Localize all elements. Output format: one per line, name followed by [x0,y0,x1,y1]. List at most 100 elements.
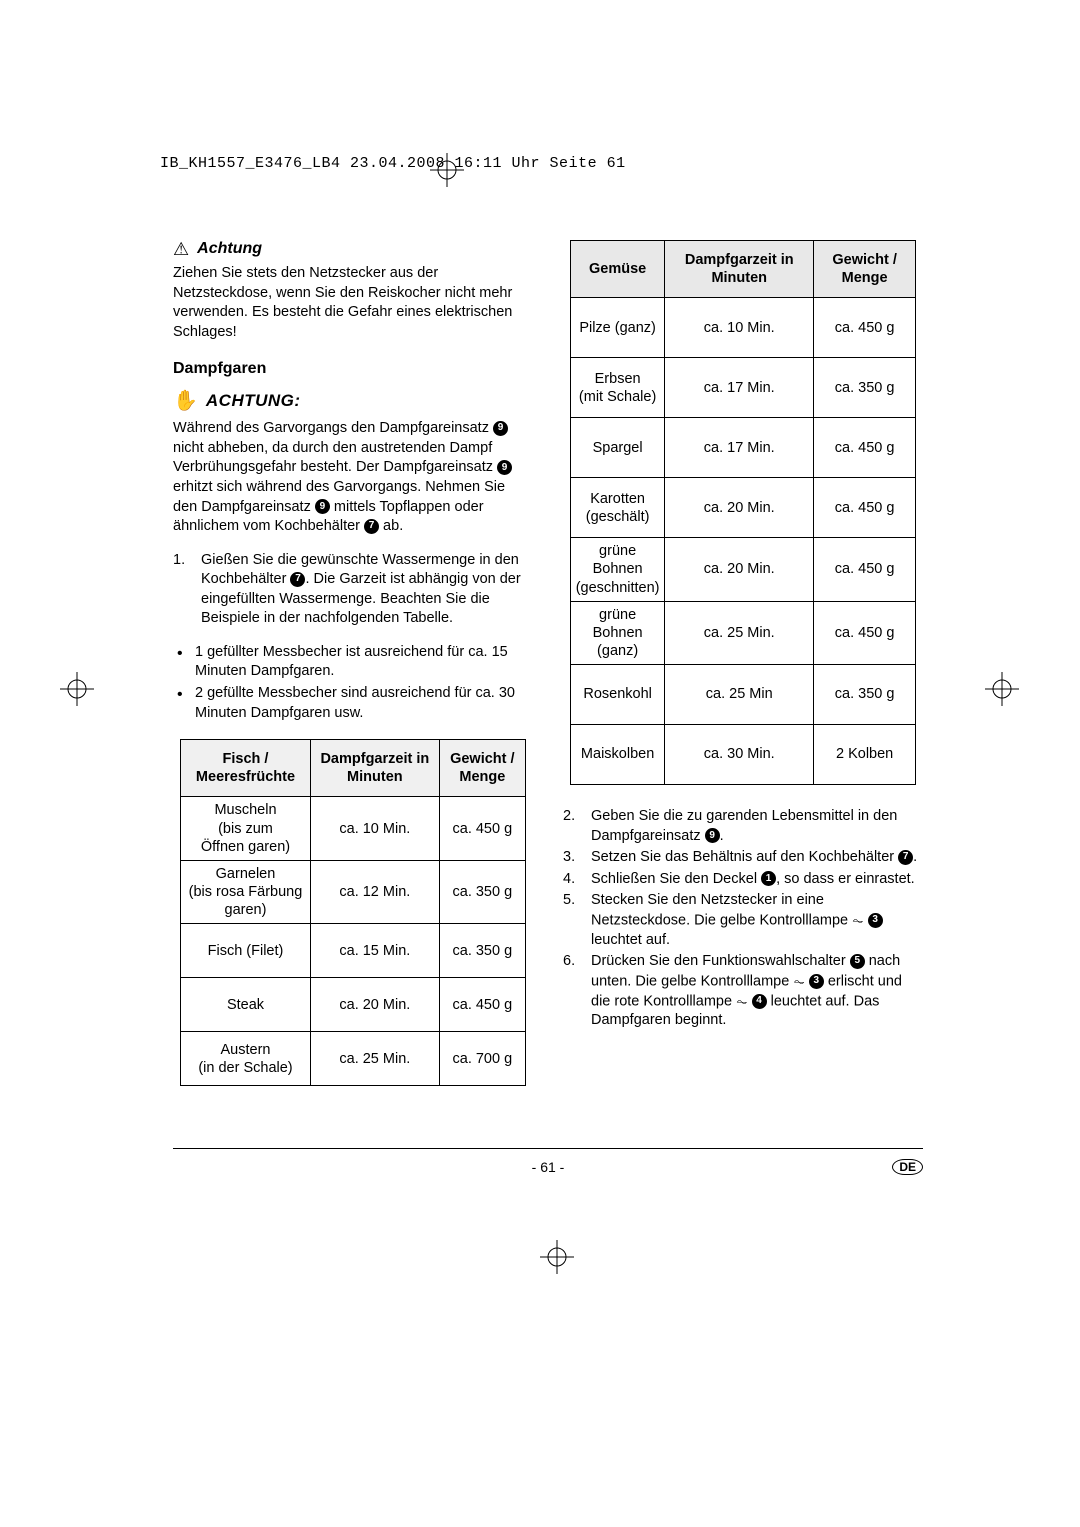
table-cell: ca. 20 Min. [665,478,814,538]
ref-9-icon: 9 [493,421,508,436]
table-cell: ca. 25 Min [665,665,814,725]
table-cell: ca. 17 Min. [665,418,814,478]
ref-9-icon: 9 [315,499,330,514]
step-3: 3. Setzen Sie das Behältnis auf den Koch… [563,848,923,868]
text: leuchtet auf. [591,932,670,948]
step-list-2: 2. Geben Sie die zu garenden Lebensmitte… [563,807,923,1031]
registration-mark-top [430,153,464,187]
warning-heading: ⚠ Achtung [173,240,533,258]
section-title: Dampfgaren [173,360,533,378]
bullet-list: 1 gefüllter Messbecher ist ausreichend f… [173,643,533,723]
ref-4-icon: 4 [752,994,767,1009]
table-cell: ca. 450 g [814,478,915,538]
ref-5-icon: 5 [850,954,865,969]
table-cell: ca. 30 Min. [665,725,814,785]
table-cell: ca. 450 g [439,978,525,1032]
step-num: 6. [563,952,575,972]
warning-body: Ziehen Sie stets den Netzstecker aus der… [173,264,533,342]
table-cell: ca. 20 Min. [310,978,439,1032]
registration-mark-right [985,672,1019,706]
table-cell: Rosenkohl [571,665,665,725]
step-num: 2. [563,807,575,827]
table-row: Steakca. 20 Min.ca. 450 g [181,978,526,1032]
table-cell: ca. 350 g [814,358,915,418]
table-row: Austern(in der Schale)ca. 25 Min.ca. 700… [181,1032,526,1086]
table-cell: Austern(in der Schale) [181,1032,311,1086]
step-num: 1. [173,551,185,571]
lamp-icon: ⏦ [852,912,863,928]
table-cell: 2 Kolben [814,725,915,785]
ref-7-icon: 7 [364,519,379,534]
table-row: Rosenkohlca. 25 Minca. 350 g [571,665,916,725]
table-cell: ca. 25 Min. [665,601,814,664]
table-row: Karotten(geschält)ca. 20 Min.ca. 450 g [571,478,916,538]
col-header: Gewicht / Menge [439,740,525,797]
table-cell: ca. 450 g [814,298,915,358]
text: Während des Garvorgangs den Dampfgareins… [173,420,493,436]
table-cell: ca. 450 g [814,418,915,478]
table-cell: ca. 10 Min. [310,797,439,860]
warning-triangle-icon: ⚠ [173,240,189,258]
table-cell: ca. 10 Min. [665,298,814,358]
table-row: Pilze (ganz)ca. 10 Min.ca. 450 g [571,298,916,358]
text: Stecken Sie den Netzstecker in eine Netz… [591,892,852,928]
warning-title: Achtung [197,240,262,258]
page-number: - 61 - [532,1159,565,1175]
step-2: 2. Geben Sie die zu garenden Lebensmitte… [563,807,923,846]
language-badge: DE [892,1159,923,1175]
lamp-icon: ⏦ [736,993,747,1009]
table-cell: Spargel [571,418,665,478]
table-cell: ca. 700 g [439,1032,525,1086]
table-row: Fisch (Filet)ca. 15 Min.ca. 350 g [181,924,526,978]
text: Schließen Sie den Deckel [591,871,761,887]
col-header: Dampfgarzeit in Minuten [310,740,439,797]
table-cell: Pilze (ganz) [571,298,665,358]
step-num: 4. [563,870,575,890]
table-cell: Garnelen(bis rosa Färbung garen) [181,860,311,923]
col-header: Gemüse [571,241,665,298]
table-cell: Karotten(geschält) [571,478,665,538]
table-cell: Muscheln(bis zumÖffnen garen) [181,797,311,860]
ref-3-icon: 3 [868,913,883,928]
ref-1-icon: 1 [761,871,776,886]
table-row: Garnelen(bis rosa Färbung garen)ca. 12 M… [181,860,526,923]
hand-stop-icon: ✋ [173,388,198,413]
table-row: Maiskolbenca. 30 Min.2 Kolben [571,725,916,785]
text: ab. [379,518,403,534]
step-6: 6. Drücken Sie den Funktionswahlschalter… [563,952,923,1031]
table-cell: Erbsen(mit Schale) [571,358,665,418]
registration-mark-bottom [540,1240,574,1274]
step-list-1: 1. Gießen Sie die gewünschte Wassermenge… [173,551,533,629]
text: Drücken Sie den Funktionswahlschalter [591,953,850,969]
table-cell: Fisch (Filet) [181,924,311,978]
text: , so dass er einrastet. [776,871,915,887]
text: . [913,849,917,865]
table-cell: grüne Bohnen(geschnitten) [571,538,665,601]
step-1: 1. Gießen Sie die gewünschte Wassermenge… [173,551,533,629]
bullet-1: 1 gefüllter Messbecher ist ausreichend f… [173,643,533,682]
table-cell: ca. 12 Min. [310,860,439,923]
table-cell: ca. 350 g [439,860,525,923]
table-cell: ca. 25 Min. [310,1032,439,1086]
table-row: Spargelca. 17 Min.ca. 450 g [571,418,916,478]
right-column: Gemüse Dampfgarzeit in Minuten Gewicht /… [563,240,923,1086]
table-row: grüne Bohnen(geschnitten)ca. 20 Min.ca. … [571,538,916,601]
ref-7-icon: 7 [898,850,913,865]
table-row: Erbsen(mit Schale)ca. 17 Min.ca. 350 g [571,358,916,418]
text: Setzen Sie das Behältnis auf den Kochbeh… [591,849,898,865]
table-cell: ca. 350 g [439,924,525,978]
achtung-heading: ✋ ACHTUNG: [173,388,533,413]
col-header: Fisch / Meeresfrüchte [181,740,311,797]
table-cell: grüne Bohnen(ganz) [571,601,665,664]
achtung-body: Während des Garvorgangs den Dampfgareins… [173,419,533,536]
lamp-icon: ⏦ [793,973,804,989]
col-header: Dampfgarzeit in Minuten [665,241,814,298]
print-header: IB_KH1557_E3476_LB4 23.04.2008 16:11 Uhr… [160,155,626,172]
step-5: 5. Stecken Sie den Netzstecker in eine N… [563,891,923,950]
page-content: ⚠ Achtung Ziehen Sie stets den Netzsteck… [173,240,923,1086]
text: Geben Sie die zu garenden Lebensmittel i… [591,808,897,844]
left-column: ⚠ Achtung Ziehen Sie stets den Netzsteck… [173,240,533,1086]
table-cell: ca. 15 Min. [310,924,439,978]
table-cell: ca. 350 g [814,665,915,725]
table-cell: Steak [181,978,311,1032]
